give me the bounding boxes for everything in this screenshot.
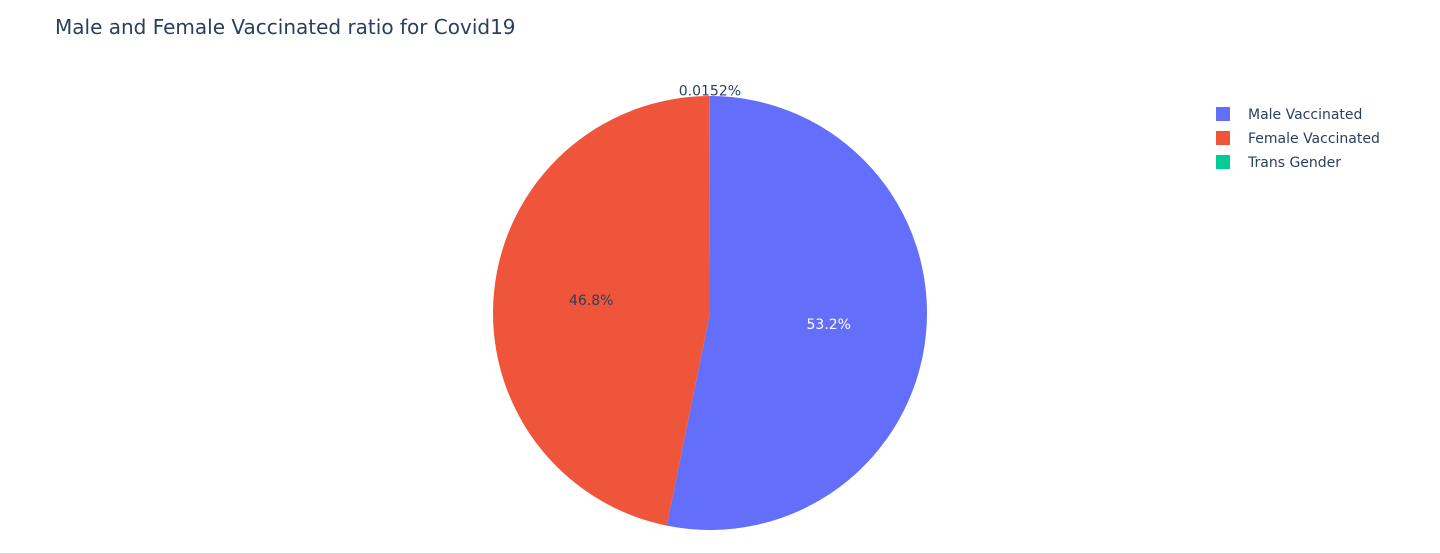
pie-slice-female-vaccinated[interactable] [493,96,710,526]
legend-label: Male Vaccinated [1248,107,1362,123]
legend: Male Vaccinated Female Vaccinated Trans Ge… [1216,107,1380,171]
legend-label: Trans Gender [1247,155,1341,171]
legend-item-female-vaccinated[interactable]: Female Vaccinated [1216,131,1380,147]
legend-swatch [1216,155,1230,169]
legend-item-trans-gender[interactable]: Trans Gender [1216,155,1341,171]
chart-title: Male and Female Vaccinated ratio for Cov… [55,15,516,39]
slice-label-trans-gender: 0.0152% [679,84,741,100]
slice-labels: 53.2% 46.8% 0.0152% [569,84,851,333]
legend-swatch [1216,131,1230,145]
legend-item-male-vaccinated[interactable]: Male Vaccinated [1216,107,1362,123]
legend-swatch [1216,107,1230,121]
pie-slices [493,96,928,530]
slice-label-female-vaccinated: 46.8% [569,293,613,309]
pie-slice-male-vaccinated[interactable] [666,96,928,530]
slice-label-male-vaccinated: 53.2% [807,317,851,333]
legend-label: Female Vaccinated [1248,131,1380,147]
